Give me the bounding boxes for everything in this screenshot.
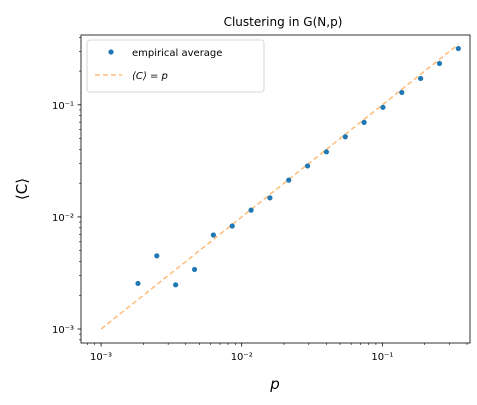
y-tick-label: 10⁻³ (52, 325, 74, 336)
data-point (154, 253, 160, 259)
y-axis-ticks: 10⁻³ 10⁻² 10⁻¹ (52, 37, 81, 341)
data-point (135, 280, 141, 287)
data-point (323, 149, 330, 155)
data-point (191, 266, 198, 273)
legend-label-empirical: empirical average (132, 48, 222, 59)
data-point (380, 104, 386, 110)
x-tick-label: 10⁻² (231, 352, 253, 363)
legend: empirical average ⟨C⟩ = p (86, 39, 265, 93)
y-axis-label: ⟨C⟩ (13, 178, 31, 200)
data-point (455, 45, 461, 52)
data-point (436, 60, 443, 67)
data-point (173, 282, 179, 288)
data-point (267, 195, 273, 201)
y-tick-label: 10⁻² (52, 213, 74, 224)
data-point (229, 223, 235, 229)
data-point (248, 207, 254, 213)
x-tick-label: 10⁻¹ (371, 352, 393, 363)
data-point (210, 232, 216, 238)
data-point (361, 119, 367, 125)
legend-box (86, 39, 265, 93)
data-point (342, 134, 348, 140)
plot-frame (80, 34, 471, 344)
chart-title-text: Clustering in G(N,p) (224, 15, 343, 29)
x-tick-label: 10⁻³ (90, 352, 112, 363)
chart-title: Clustering in G(N,p) (224, 15, 343, 29)
legend-label-reference: ⟨C⟩ = p (132, 71, 168, 82)
reference-line (100, 43, 459, 330)
x-axis-label: p (269, 375, 280, 393)
data-point (304, 163, 311, 169)
data-point (399, 89, 405, 96)
reference-line-series (100, 43, 459, 330)
y-tick-label: 10⁻¹ (52, 101, 74, 112)
legend-marker-empirical (108, 49, 114, 55)
empirical-points-series (135, 45, 461, 288)
data-point (418, 75, 424, 82)
data-point (286, 177, 292, 183)
